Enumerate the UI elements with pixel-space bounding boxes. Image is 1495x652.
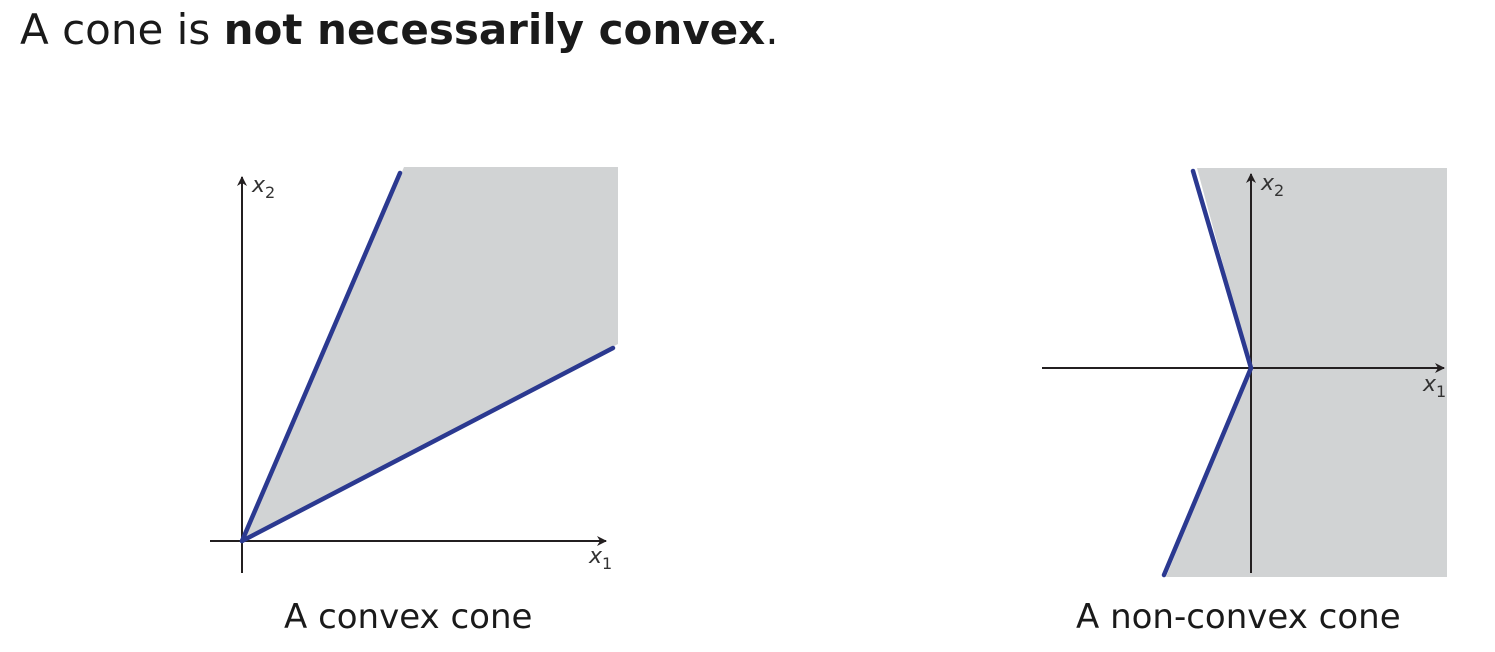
non-convex-cone-region <box>1166 168 1447 577</box>
non-convex-x2-label: x2 <box>1260 171 1284 200</box>
convex-x2-label: x2 <box>251 173 275 202</box>
non-convex-cone-figure: x2 x1 <box>1042 168 1447 578</box>
convex-upper-ray <box>239 170 403 544</box>
title-suffix: . <box>765 5 779 54</box>
convex-cone-caption: A convex cone <box>284 597 533 637</box>
convex-lower-ray <box>239 345 616 544</box>
title-prefix: A cone is <box>20 5 224 54</box>
non-convex-x1-label: x1 <box>1422 372 1446 401</box>
convex-cone-figure: x2 x1 <box>210 167 618 573</box>
slide-title: A cone is not necessarily convex. <box>20 2 779 58</box>
non-convex-upper-ray <box>1190 168 1254 371</box>
convex-x1-label: x1 <box>588 544 612 573</box>
non-convex-lower-ray <box>1161 365 1254 578</box>
title-emphasis: not necessarily convex <box>223 5 766 54</box>
convex-cone-region <box>242 167 618 541</box>
non-convex-cone-caption: A non-convex cone <box>1076 597 1401 637</box>
